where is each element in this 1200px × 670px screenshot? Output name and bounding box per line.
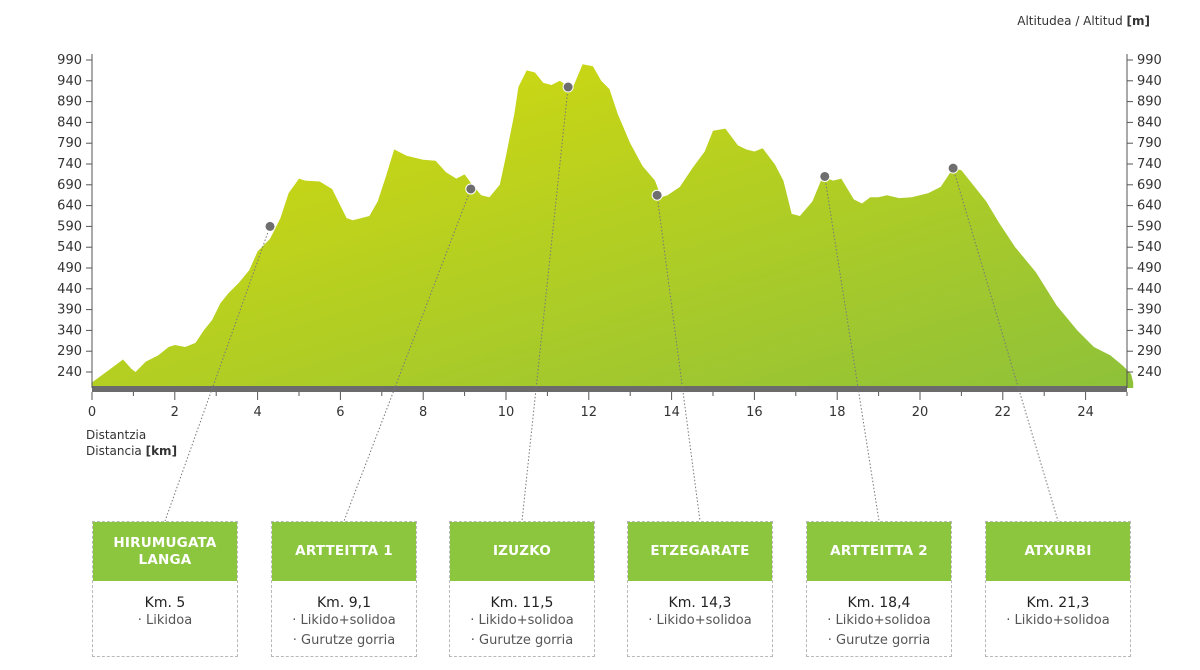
leader-line bbox=[656, 195, 701, 522]
leader-line bbox=[521, 86, 569, 522]
y-tick-label-right: 740 bbox=[1137, 157, 1162, 172]
waypoint-km: Km. 21,3 bbox=[1026, 595, 1090, 611]
y-tick-label-right: 390 bbox=[1137, 303, 1162, 318]
waypoint-supply-item: · Gurutze gorria bbox=[827, 633, 931, 648]
waypoint-supply-item: · Likido+solidoa bbox=[470, 613, 574, 628]
waypoint-km: Km. 5 bbox=[144, 595, 186, 611]
y-tick-label-right: 790 bbox=[1137, 136, 1162, 151]
waypoint-box: ARTTEITTA 1 Km. 9,1 · Likido+solidoa · Guru… bbox=[271, 521, 417, 657]
y-tick-label-left: 790 bbox=[57, 136, 82, 151]
y-tick-label-left: 690 bbox=[57, 178, 82, 193]
y-tick-label-left: 590 bbox=[57, 219, 82, 234]
y-tick-label-right: 890 bbox=[1137, 95, 1162, 110]
x-tick-label: 0 bbox=[88, 405, 96, 420]
waypoint-box: ETZEGARATE Km. 14,3 · Likido+solidoa bbox=[627, 521, 773, 657]
y-tick-label-right: 340 bbox=[1137, 323, 1162, 338]
waypoint-marker bbox=[819, 170, 831, 182]
x-tick-label: 20 bbox=[912, 405, 929, 420]
x-tick-label: 6 bbox=[336, 405, 344, 420]
waypoint-name: ETZEGARATE bbox=[628, 522, 772, 581]
y-tick-label-left: 340 bbox=[57, 323, 82, 338]
y-tick-label-left: 290 bbox=[57, 344, 82, 359]
y-tick-label-right: 540 bbox=[1137, 240, 1162, 255]
waypoint-name: ARTTEITTA 1 bbox=[272, 522, 416, 581]
y-tick-label-left: 740 bbox=[57, 157, 82, 172]
x-tick-label: 4 bbox=[253, 405, 261, 420]
y-tick-label-left: 640 bbox=[57, 199, 82, 214]
waypoint-supply-item: · Likido+solidoa bbox=[648, 613, 752, 628]
y-tick-label-left: 240 bbox=[57, 365, 82, 380]
waypoint-marker bbox=[264, 220, 276, 232]
y-tick-label-left: 390 bbox=[57, 303, 82, 318]
waypoint-name: ATXURBI bbox=[986, 522, 1130, 581]
waypoint-marker bbox=[651, 189, 663, 201]
waypoint-marker bbox=[947, 162, 959, 174]
waypoint-box: IZUZKO Km. 11,5 · Likido+solidoa · Gurutze … bbox=[449, 521, 595, 657]
leader-lines bbox=[164, 86, 1059, 522]
waypoint-km: Km. 18,4 bbox=[847, 595, 911, 611]
x-tick-label: 10 bbox=[498, 405, 515, 420]
elevation-area-path bbox=[92, 64, 1134, 388]
y-tick-label-right: 290 bbox=[1137, 344, 1162, 359]
waypoint-name: ARTTEITTA 2 bbox=[807, 522, 951, 581]
waypoint-km: Km. 14,3 bbox=[668, 595, 732, 611]
y-tick-label-left: 890 bbox=[57, 95, 82, 110]
waypoint-markers bbox=[264, 81, 959, 232]
x-axis-title-line1: Distantzia bbox=[86, 428, 146, 442]
waypoint-box: HIRUMUGATA LANGA Km. 5 · Likidoa bbox=[92, 521, 238, 657]
x-tick-label: 8 bbox=[419, 405, 427, 420]
x-tick-label: 24 bbox=[1077, 405, 1094, 420]
y-axis-title: Altitudea / Altitud [m] bbox=[1017, 14, 1150, 28]
x-tick-label: 12 bbox=[581, 405, 598, 420]
y-tick-label-right: 690 bbox=[1137, 178, 1162, 193]
waypoint-box: ATXURBI Km. 21,3 · Likido+solidoa bbox=[985, 521, 1131, 657]
elevation-area bbox=[92, 64, 1134, 388]
y-tick-label-left: 940 bbox=[57, 74, 82, 89]
x-tick-label: 14 bbox=[663, 405, 680, 420]
waypoint-box: ARTTEITTA 2 Km. 18,4 · Likido+solidoa · Gur… bbox=[806, 521, 952, 657]
waypoint-km: Km. 11,5 bbox=[490, 595, 554, 611]
x-axis-title-line2: Distancia [km] bbox=[86, 444, 177, 458]
x-axis-baseline bbox=[92, 386, 1127, 392]
waypoint-name: HIRUMUGATA LANGA bbox=[93, 522, 237, 581]
waypoint-supply-item: · Likido+solidoa bbox=[1006, 613, 1110, 628]
y-tick-label-left: 440 bbox=[57, 282, 82, 297]
y-tick-label-right: 240 bbox=[1137, 365, 1162, 380]
y-tick-label-right: 940 bbox=[1137, 74, 1162, 89]
y-tick-label-left: 540 bbox=[57, 240, 82, 255]
y-tick-label-right: 440 bbox=[1137, 282, 1162, 297]
waypoint-supply-item: · Likido+solidoa bbox=[827, 613, 931, 628]
waypoint-supply-item: · Likido+solidoa bbox=[292, 613, 396, 628]
x-tick-label: 18 bbox=[829, 405, 846, 420]
waypoint-supply-item: · Gurutze gorria bbox=[470, 633, 574, 648]
waypoint-supply-item: · Likidoa bbox=[137, 613, 193, 628]
y-tick-label-left: 490 bbox=[57, 261, 82, 276]
waypoint-km: Km. 9,1 bbox=[317, 595, 371, 611]
y-tick-label-right: 840 bbox=[1137, 115, 1162, 130]
leader-line bbox=[824, 176, 880, 522]
waypoint-marker bbox=[562, 81, 574, 93]
y-tick-label-right: 590 bbox=[1137, 219, 1162, 234]
waypoint-name: IZUZKO bbox=[450, 522, 594, 581]
x-tick-label: 2 bbox=[171, 405, 179, 420]
waypoint-marker bbox=[465, 183, 477, 195]
y-tick-label-right: 640 bbox=[1137, 199, 1162, 214]
x-tick-label: 16 bbox=[746, 405, 763, 420]
waypoint-supply-item: · Gurutze gorria bbox=[292, 633, 396, 648]
y-tick-label-left: 840 bbox=[57, 115, 82, 130]
y-tick-label-right: 490 bbox=[1137, 261, 1162, 276]
y-tick-label-left: 990 bbox=[57, 53, 82, 68]
x-tick-label: 22 bbox=[995, 405, 1012, 420]
y-tick-label-right: 990 bbox=[1137, 53, 1162, 68]
